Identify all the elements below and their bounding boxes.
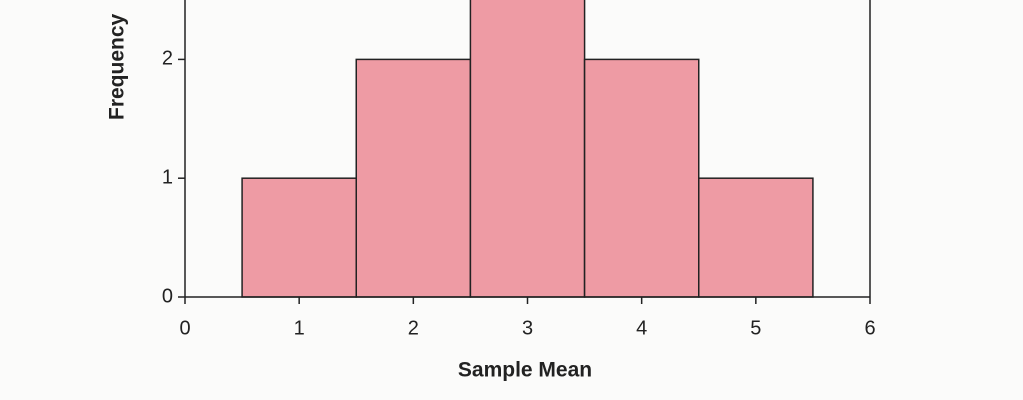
x-tick-label: 5 bbox=[750, 317, 761, 339]
y-tick-label: 1 bbox=[162, 166, 173, 188]
y-tick-label: 2 bbox=[162, 48, 173, 70]
x-tick-label: 2 bbox=[408, 317, 419, 339]
bar bbox=[241, 177, 357, 298]
y-tick-label: 0 bbox=[162, 285, 173, 307]
bar bbox=[355, 58, 472, 298]
x-tick-label: 4 bbox=[636, 317, 647, 339]
y-axis-label: Frequency bbox=[106, 13, 129, 120]
bar bbox=[583, 58, 700, 298]
x-axis-label: Sample Mean bbox=[458, 359, 592, 382]
bar bbox=[469, 0, 586, 298]
bar bbox=[698, 177, 814, 298]
x-tick-label: 0 bbox=[179, 317, 190, 339]
x-tick-label: 1 bbox=[294, 317, 305, 339]
x-tick-label: 6 bbox=[864, 317, 875, 339]
x-tick-label: 3 bbox=[522, 317, 533, 339]
